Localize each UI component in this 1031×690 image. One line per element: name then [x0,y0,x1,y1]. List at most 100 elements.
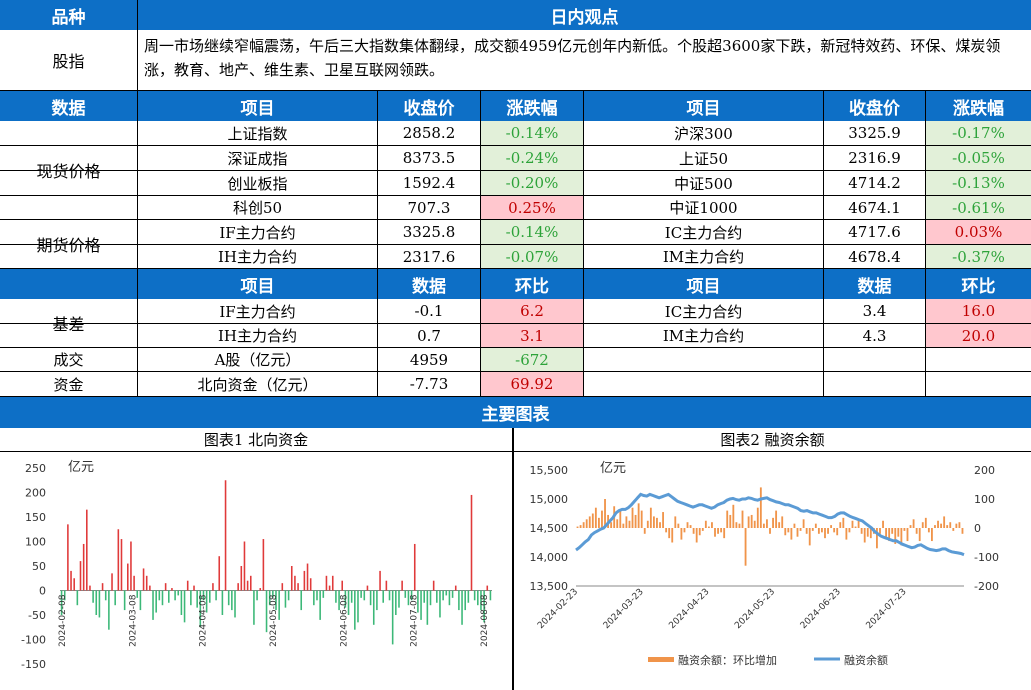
northbound-bar [256,590,258,601]
northbound-bar [410,590,413,601]
header-row: 品种 日内观点 [0,0,1031,30]
northbound-bar [272,590,274,598]
item-name: IF主力合约 [138,220,378,244]
northbound-bar [67,524,69,591]
volume-item: A股（亿元） [138,348,378,371]
y-tick-label: 150 [25,511,46,524]
margin-change-bar [854,526,857,528]
margin-change-bar [775,510,778,528]
margin-change-bar [723,528,726,539]
change-value: -0.17% [926,121,1031,145]
margin-change-bar [631,507,634,528]
change-value: -0.07% [481,245,584,268]
item-name: IC主力合约 [584,299,824,323]
commentary-text: 周一市场继续窄幅震荡，午后三大指数集体翻绿，成交额4959亿元创年内新低。个股超… [138,30,1031,91]
margin-change-bar [799,528,802,531]
northbound-bar [259,588,262,591]
margin-change-bar [652,516,655,528]
northbound-bar [136,590,139,598]
margin-change-bar [958,522,961,528]
northbound-bar [139,590,142,611]
legend-label-balance: 融资余额 [844,653,888,667]
margin-change-bar [821,528,823,533]
margin-change-bar [793,523,796,528]
margin-change-bar [619,510,622,528]
margin-change-bar [686,522,689,528]
margin-change-bar [833,528,836,533]
margin-change-bar [906,528,909,542]
northbound-bar [303,570,306,591]
fund-empty-3 [926,372,1031,396]
margin-change-bar [643,528,646,534]
northbound-bar [372,590,375,625]
margin-change-bar [839,522,842,528]
charts-header-row: 主要图表 [0,397,1031,428]
basis-value: -0.1 [378,299,481,323]
margin-change-bar [918,528,921,542]
margin-change-bar [695,528,698,543]
northbound-bar [398,590,400,608]
northbound-bar [218,556,221,591]
margin-change-bar [931,528,933,542]
northbound-bar [190,590,192,606]
margin-change-bar [656,517,658,528]
northbound-bar [395,590,397,615]
northbound-bar [376,590,378,611]
margin-change-bar [585,519,588,528]
northbound-bar [262,539,265,591]
x-tick-label: 2024-05-23 [733,587,777,631]
northbound-bar [322,590,325,598]
change-value: -0.14% [481,220,584,244]
northbound-bar [391,590,394,645]
margin-change-bar [735,522,738,528]
northbound-bar [240,566,243,591]
y-right-tick-label: 0 [974,522,981,535]
close-value: 8373.5 [378,146,481,170]
change-value: -0.05% [926,146,1031,170]
fund-empty-2 [824,372,926,396]
x-tick-label: 2024-03-23 [602,587,646,631]
margin-change-bar [879,528,881,534]
northbound-bar [89,585,91,591]
margin-change-bar [909,525,912,528]
northbound-bar [76,590,79,606]
volume-label: 成交 [0,348,138,371]
margin-change-bar [876,528,878,549]
margin-change-bar [689,525,692,528]
northbound-bar [451,590,454,598]
margin-change-bar [646,520,649,528]
fund-item: 北向资金（亿元） [138,372,378,396]
northbound-bar [193,585,195,591]
x-tick-label: 2024-04-08 [199,594,209,647]
northbound-bar [388,590,391,601]
margin-change-bar [698,528,701,536]
northbound-bar [268,590,271,606]
northbound-bar [379,570,381,591]
margin-change-bar [744,528,747,566]
legend-label-change: 融资余额：环比增加 [678,653,777,667]
y-left-tick-label: 14,500 [530,522,569,535]
northbound-bar [123,590,126,611]
northbound-bar [306,563,309,591]
volume-change: -672 [481,348,584,371]
margin-balance-line [575,492,965,557]
price-header-change-1: 涨跌幅 [481,91,584,121]
item-name: 中证500 [584,171,824,195]
margin-change-bar [790,528,793,540]
margin-change-bar [707,526,710,528]
northbound-bar [382,590,384,603]
price-header-item-1: 项目 [138,91,378,121]
northbound-bar [300,590,303,611]
northbound-bar [413,543,416,591]
margin-change-bar [640,510,643,528]
basis-value: 0.7 [378,324,481,347]
margin-change-bar [692,528,695,534]
change-value: 0.25% [481,196,584,219]
x-tick-label: 2024-08-08 [480,594,490,647]
volume-empty-3 [926,348,1031,371]
basis-header-item-2: 项目 [584,269,824,299]
margin-change-bar [594,507,597,528]
margin-change-bar [781,516,784,528]
northbound-bar [114,590,116,606]
change-value: -0.20% [481,171,584,195]
